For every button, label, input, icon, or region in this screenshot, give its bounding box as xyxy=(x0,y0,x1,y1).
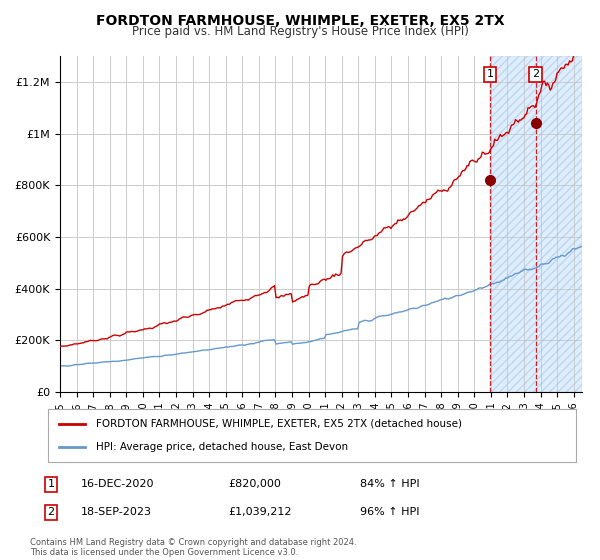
Bar xyxy=(490,56,582,392)
Text: Contains HM Land Registry data © Crown copyright and database right 2024.
This d: Contains HM Land Registry data © Crown c… xyxy=(30,538,356,557)
Text: Price paid vs. HM Land Registry's House Price Index (HPI): Price paid vs. HM Land Registry's House … xyxy=(131,25,469,38)
Text: HPI: Average price, detached house, East Devon: HPI: Average price, detached house, East… xyxy=(95,442,347,452)
Text: £820,000: £820,000 xyxy=(228,479,281,489)
Text: FORDTON FARMHOUSE, WHIMPLE, EXETER, EX5 2TX (detached house): FORDTON FARMHOUSE, WHIMPLE, EXETER, EX5 … xyxy=(95,419,461,429)
Text: 18-SEP-2023: 18-SEP-2023 xyxy=(81,507,152,517)
Text: FORDTON FARMHOUSE, WHIMPLE, EXETER, EX5 2TX: FORDTON FARMHOUSE, WHIMPLE, EXETER, EX5 … xyxy=(95,14,505,28)
Text: 84% ↑ HPI: 84% ↑ HPI xyxy=(360,479,419,489)
Bar xyxy=(490,56,582,392)
Text: 2: 2 xyxy=(532,69,539,80)
Text: 1: 1 xyxy=(47,479,55,489)
Text: 16-DEC-2020: 16-DEC-2020 xyxy=(81,479,155,489)
Text: 1: 1 xyxy=(487,69,494,80)
Text: £1,039,212: £1,039,212 xyxy=(228,507,292,517)
Text: 96% ↑ HPI: 96% ↑ HPI xyxy=(360,507,419,517)
Text: 2: 2 xyxy=(47,507,55,517)
